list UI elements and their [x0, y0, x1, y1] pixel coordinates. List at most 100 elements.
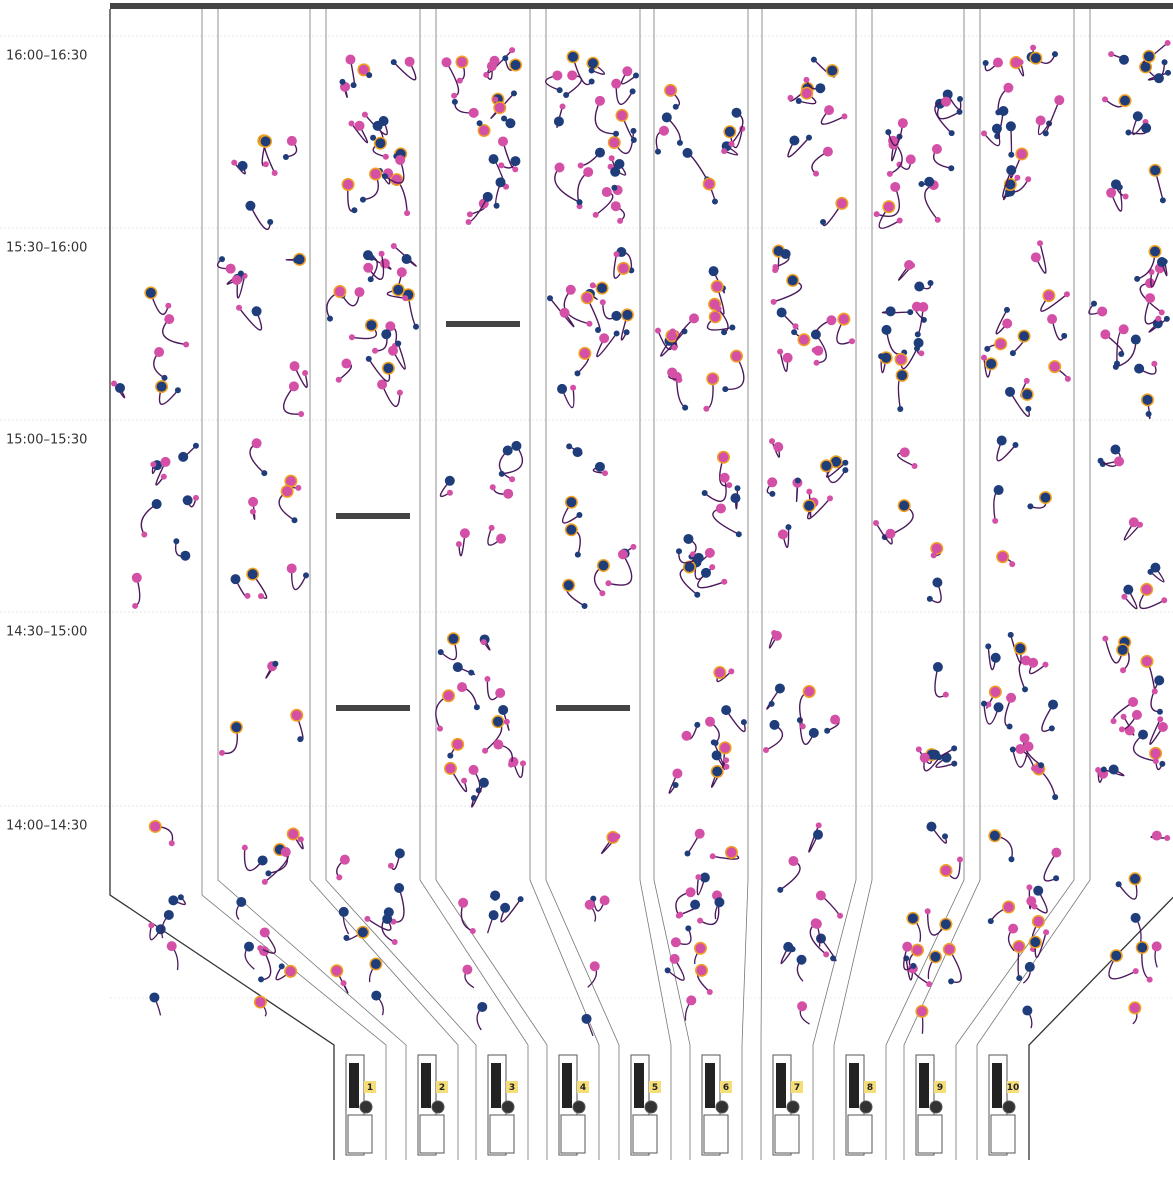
trail	[384, 159, 405, 184]
dot	[462, 964, 473, 975]
dot	[579, 348, 590, 359]
dot	[492, 716, 503, 727]
dot	[1012, 441, 1019, 448]
dot	[1043, 929, 1050, 936]
dot	[156, 381, 167, 392]
dot	[1005, 386, 1016, 397]
dot	[385, 321, 396, 332]
dot	[948, 130, 955, 137]
trail	[458, 533, 466, 557]
dot	[981, 354, 987, 361]
dot	[1035, 115, 1046, 126]
dot	[1159, 197, 1166, 204]
machine-number: 5	[652, 1083, 658, 1093]
trail	[924, 184, 939, 221]
dot	[931, 144, 942, 155]
dot	[907, 309, 914, 316]
dot	[282, 486, 293, 497]
dot	[896, 354, 907, 365]
dot	[231, 274, 242, 285]
dot	[1118, 54, 1129, 65]
trail	[554, 167, 580, 203]
dot	[468, 107, 479, 118]
dot	[182, 495, 193, 506]
dot	[712, 740, 719, 747]
dot	[696, 965, 707, 976]
dot	[911, 463, 918, 470]
dot	[729, 324, 736, 331]
dot	[629, 88, 636, 95]
dot	[1120, 95, 1131, 106]
dot	[728, 668, 735, 675]
dot	[493, 202, 500, 209]
dot	[941, 752, 952, 763]
dot	[941, 865, 952, 876]
dot	[685, 887, 696, 898]
trail	[238, 307, 263, 331]
dot	[334, 286, 345, 297]
trail	[1123, 521, 1141, 541]
dot	[672, 103, 679, 110]
dot	[936, 754, 943, 761]
dot	[948, 978, 955, 985]
trail	[1110, 187, 1123, 212]
dot	[517, 896, 524, 903]
dot	[286, 135, 297, 146]
dot	[630, 127, 637, 134]
dot	[924, 908, 931, 915]
dot	[1017, 59, 1024, 66]
trail	[596, 332, 618, 358]
dot	[838, 314, 849, 325]
dot	[776, 307, 787, 318]
dot	[249, 508, 256, 515]
dot	[404, 56, 415, 67]
dot	[633, 72, 639, 79]
dot	[1102, 96, 1109, 103]
dot	[769, 438, 776, 445]
dot	[924, 176, 935, 187]
dot	[926, 595, 933, 602]
dot	[557, 383, 568, 394]
dot	[1048, 725, 1055, 732]
dot	[1095, 766, 1102, 773]
dot	[473, 704, 480, 711]
machine-knob	[359, 1100, 373, 1114]
machine-label-bg	[577, 1081, 589, 1093]
dot	[1063, 291, 1070, 298]
dot	[990, 686, 1001, 697]
dot	[509, 47, 516, 54]
dot	[509, 476, 516, 483]
dot	[484, 676, 491, 683]
dot	[676, 376, 683, 383]
trail	[1043, 852, 1057, 882]
dot	[1153, 73, 1164, 84]
dot	[726, 847, 737, 858]
dot	[735, 531, 742, 538]
dot	[1110, 718, 1117, 725]
dot	[161, 374, 168, 381]
trail	[1035, 243, 1047, 274]
dot	[1008, 856, 1015, 863]
machine-knob	[644, 1100, 658, 1114]
dot	[993, 702, 1004, 713]
dot	[1123, 584, 1134, 595]
dot	[1157, 722, 1168, 733]
dot	[671, 344, 678, 351]
lane-edge	[545, 9, 620, 1160]
trail	[381, 384, 401, 407]
lane-edge	[435, 9, 548, 1160]
dot	[395, 155, 406, 166]
dot	[930, 951, 941, 962]
dot	[1118, 726, 1125, 733]
dot	[447, 752, 454, 759]
dot	[1015, 643, 1026, 654]
lane-edge	[201, 9, 387, 1160]
dot	[559, 307, 570, 318]
dot	[1006, 723, 1013, 730]
dot	[1002, 318, 1013, 329]
dot	[714, 897, 725, 908]
dot	[690, 899, 701, 910]
dot	[291, 517, 298, 524]
dot	[711, 750, 722, 761]
dot	[594, 147, 605, 158]
